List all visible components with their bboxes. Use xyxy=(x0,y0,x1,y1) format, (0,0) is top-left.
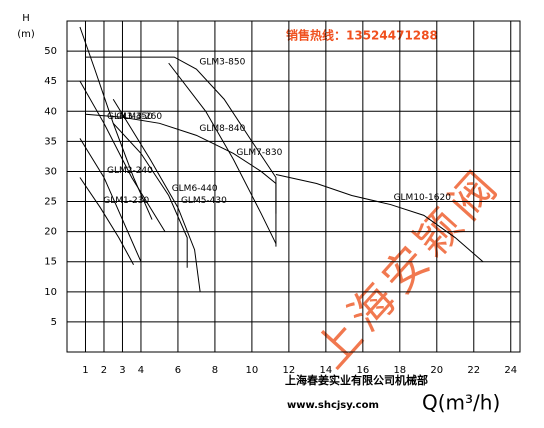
curve xyxy=(168,62,277,244)
curve-label: GLM6-440 xyxy=(172,184,218,194)
y-axis-label: H xyxy=(22,13,30,24)
y-tick-label: 25 xyxy=(44,197,57,208)
curve-label: GLM7-830 xyxy=(236,148,282,158)
y-tick-label: 45 xyxy=(44,76,57,87)
x-tick-label: 16 xyxy=(356,365,369,376)
x-tick-label: 10 xyxy=(246,365,259,376)
x-tick-label: 8 xyxy=(212,365,218,376)
y-tick-label: 40 xyxy=(44,106,57,117)
watermark: 上海安颖阀 xyxy=(306,158,511,378)
curve-label: GLM3-850 xyxy=(199,58,245,68)
y-axis-unit: (m) xyxy=(17,29,35,40)
x-tick-label: 24 xyxy=(504,365,517,376)
x-tick-label: 3 xyxy=(119,365,125,376)
y-tick-label: 15 xyxy=(44,257,57,268)
x-tick-label: 14 xyxy=(319,365,332,376)
curve-label: GLM4-260 xyxy=(116,112,162,122)
curve xyxy=(112,98,201,292)
y-tick-label: 30 xyxy=(44,166,57,177)
website: www.shcjsy.com xyxy=(287,400,379,411)
x-tick-label: 20 xyxy=(430,365,443,376)
y-tick-label: 5 xyxy=(51,317,57,328)
x-tick-label: 1 xyxy=(82,365,88,376)
y-tick-label: 10 xyxy=(44,287,57,298)
company: 上海春姜实业有限公司机械部 xyxy=(285,373,428,387)
x-axis-label: Q(m³/h) xyxy=(422,391,500,415)
curve-label: GLM2-240 xyxy=(107,166,153,176)
x-tick-label: 6 xyxy=(175,365,181,376)
curve-label: GLM1-230 xyxy=(103,196,149,206)
y-tick-label: 35 xyxy=(44,136,57,147)
curve-label: GLM5-430 xyxy=(181,196,227,206)
curve xyxy=(85,113,277,247)
x-tick-label: 18 xyxy=(393,365,406,376)
plot-frame xyxy=(66,20,521,353)
x-tick-label: 12 xyxy=(283,365,296,376)
curve xyxy=(112,122,188,268)
x-tick-label: 2 xyxy=(101,365,107,376)
curve xyxy=(79,80,166,232)
hotline: 销售热线：13524471288 xyxy=(286,28,438,43)
y-tick-label: 20 xyxy=(44,227,57,238)
curve xyxy=(79,177,135,265)
curve xyxy=(85,56,277,214)
curve xyxy=(79,138,142,262)
x-tick-label: 22 xyxy=(467,365,480,376)
curve-label: GLM3-350 xyxy=(107,112,153,122)
curve-label: GLM8-840 xyxy=(199,124,245,134)
curve xyxy=(275,173,484,263)
y-tick-label: 50 xyxy=(44,46,57,57)
x-tick-label: 4 xyxy=(138,365,144,376)
curve-label: GLM10-1620 xyxy=(394,193,452,203)
